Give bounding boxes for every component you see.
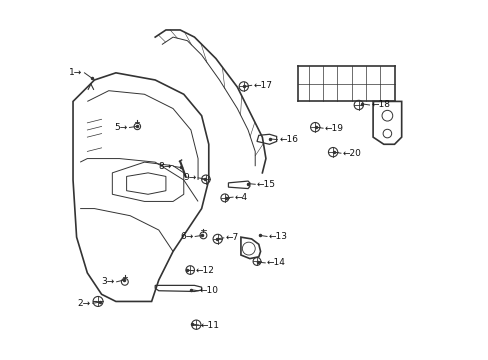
Text: ←7: ←7 bbox=[225, 233, 238, 242]
Text: ←4: ←4 bbox=[234, 193, 247, 202]
Text: ←20: ←20 bbox=[342, 149, 361, 158]
Text: ←11: ←11 bbox=[200, 320, 219, 329]
Text: 6→: 6→ bbox=[180, 232, 193, 241]
Text: 3→: 3→ bbox=[102, 277, 115, 286]
Text: ←10: ←10 bbox=[200, 286, 219, 295]
Text: ←13: ←13 bbox=[268, 232, 287, 241]
Text: ←15: ←15 bbox=[257, 180, 275, 189]
Text: 9→: 9→ bbox=[183, 174, 196, 183]
Text: 1→: 1→ bbox=[69, 68, 82, 77]
Text: ←16: ←16 bbox=[279, 135, 298, 144]
Text: ←19: ←19 bbox=[324, 124, 343, 133]
Text: ←17: ←17 bbox=[253, 81, 272, 90]
Text: 8→: 8→ bbox=[159, 162, 172, 171]
Text: ←14: ←14 bbox=[266, 258, 285, 267]
Text: 5→: 5→ bbox=[114, 123, 127, 132]
Text: 2→: 2→ bbox=[78, 299, 91, 308]
Text: ←12: ←12 bbox=[195, 266, 214, 275]
Text: ←18: ←18 bbox=[370, 100, 389, 109]
